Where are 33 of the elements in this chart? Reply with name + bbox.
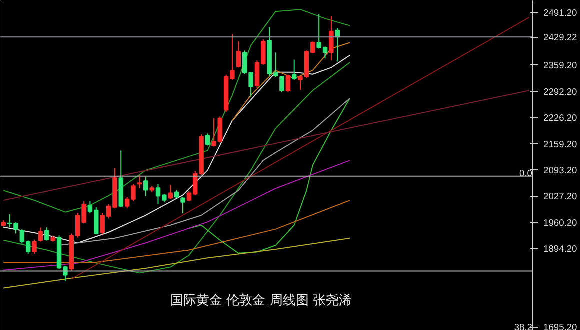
line-series (3, 62, 351, 274)
candlestick (329, 16, 334, 62)
y-tick-label: 2159.20 (544, 139, 578, 150)
candlestick (38, 227, 44, 242)
line-series (3, 9, 351, 213)
line-series (188, 98, 351, 254)
y-tick-label: 2491.20 (544, 8, 578, 18)
candlestick (236, 40, 242, 68)
y-tick-label: 2429.22 (544, 32, 578, 43)
line-series (3, 238, 351, 289)
y-tick-label: 1894.20 (544, 244, 578, 254)
candlestick (137, 174, 142, 189)
line-series (58, 98, 351, 246)
candlestick (205, 133, 210, 146)
annotation: 0.0 (520, 168, 532, 178)
y-tick-label: 1960.20 (544, 218, 578, 228)
y-tick-label: 2093.20 (544, 165, 578, 176)
y-tick-label: 2292.20 (544, 86, 578, 97)
candlestick (292, 59, 297, 80)
y-tick-label: 2359.20 (544, 60, 578, 70)
candlestick (168, 184, 173, 200)
candlestick (32, 239, 37, 254)
line-series (3, 160, 351, 271)
candlestick (280, 75, 284, 93)
y-tick-label: 2226.20 (544, 112, 578, 123)
line-series (3, 54, 351, 244)
candlestick (44, 227, 50, 242)
y-tick-label: 2027.20 (544, 192, 578, 202)
line-series (3, 200, 351, 264)
candlestick (286, 74, 291, 93)
candlestick (144, 176, 148, 197)
annotation: 国际黄金 伦敦金 周线图 张尧浠 (170, 294, 352, 308)
candlestick (180, 196, 186, 214)
